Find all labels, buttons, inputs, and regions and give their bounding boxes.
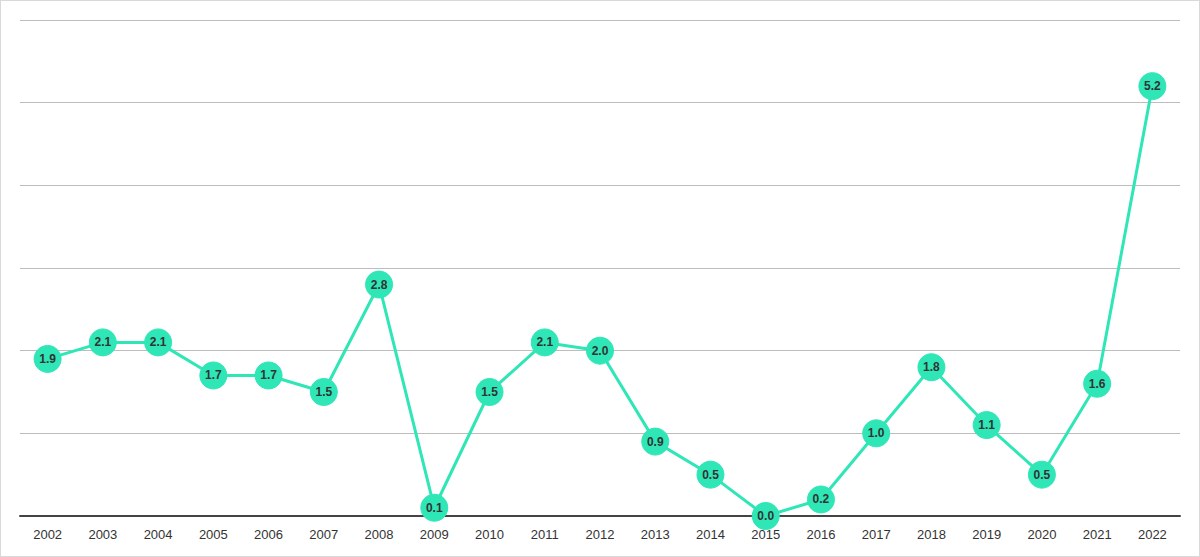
svg-text:2004: 2004 [144, 527, 173, 542]
svg-text:5.2: 5.2 [1144, 79, 1161, 93]
svg-text:2017: 2017 [862, 527, 891, 542]
svg-text:0.9: 0.9 [647, 435, 664, 449]
svg-text:2009: 2009 [420, 527, 449, 542]
svg-text:2019: 2019 [972, 527, 1001, 542]
svg-text:2018: 2018 [917, 527, 946, 542]
svg-text:2012: 2012 [586, 527, 615, 542]
svg-text:2005: 2005 [199, 527, 228, 542]
svg-text:2.8: 2.8 [371, 278, 388, 292]
svg-text:2013: 2013 [641, 527, 670, 542]
svg-text:0.2: 0.2 [813, 492, 830, 506]
svg-text:2016: 2016 [806, 527, 835, 542]
svg-text:2003: 2003 [88, 527, 117, 542]
svg-text:2002: 2002 [33, 527, 62, 542]
svg-text:1.5: 1.5 [481, 385, 498, 399]
svg-text:1.9: 1.9 [39, 352, 56, 366]
svg-text:0.5: 0.5 [1034, 468, 1051, 482]
svg-text:2.1: 2.1 [150, 335, 167, 349]
svg-text:0.1: 0.1 [426, 501, 443, 515]
svg-text:0.5: 0.5 [702, 468, 719, 482]
svg-text:2015: 2015 [751, 527, 781, 542]
svg-text:1.7: 1.7 [260, 368, 277, 382]
svg-text:2022: 2022 [1138, 527, 1167, 542]
svg-text:2008: 2008 [365, 527, 394, 542]
svg-text:0.0: 0.0 [757, 509, 774, 523]
svg-text:1.8: 1.8 [923, 360, 940, 374]
svg-text:2.1: 2.1 [95, 335, 112, 349]
svg-text:2006: 2006 [254, 527, 283, 542]
svg-text:2011: 2011 [531, 527, 559, 542]
svg-text:2.1: 2.1 [536, 335, 553, 349]
svg-text:1.0: 1.0 [868, 426, 885, 440]
svg-text:1.6: 1.6 [1089, 377, 1106, 391]
svg-text:2007: 2007 [309, 527, 338, 542]
svg-text:1.1: 1.1 [978, 418, 995, 432]
svg-text:1.5: 1.5 [315, 385, 332, 399]
svg-text:2021: 2021 [1083, 527, 1112, 542]
svg-text:2.0: 2.0 [592, 344, 609, 358]
svg-text:1.7: 1.7 [205, 368, 222, 382]
svg-text:2014: 2014 [696, 527, 725, 542]
svg-text:2020: 2020 [1027, 527, 1056, 542]
svg-text:2010: 2010 [475, 527, 504, 542]
